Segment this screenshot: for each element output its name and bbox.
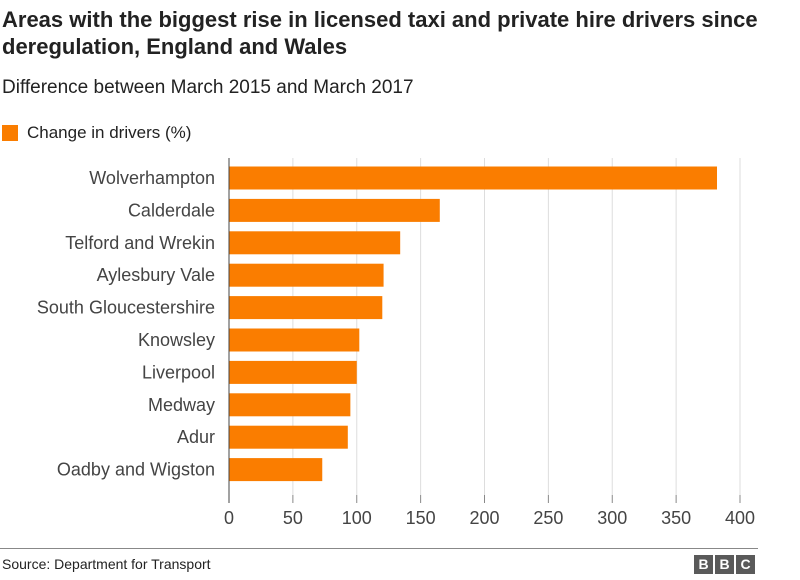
bar xyxy=(229,393,351,417)
bbc-logo: B B C xyxy=(694,555,755,574)
bar xyxy=(229,263,384,287)
x-tick-label: 150 xyxy=(406,508,436,528)
category-label: Oadby and Wigston xyxy=(57,460,215,480)
x-tick-label: 350 xyxy=(661,508,691,528)
logo-letter: B xyxy=(694,555,713,574)
bar xyxy=(229,296,383,320)
category-label: South Gloucestershire xyxy=(37,298,215,318)
bar xyxy=(229,231,401,255)
footer-divider xyxy=(0,548,758,549)
x-tick-label: 200 xyxy=(469,508,499,528)
bar xyxy=(229,360,357,384)
chart-title: Areas with the biggest rise in licensed … xyxy=(2,7,758,59)
x-tick-label: 250 xyxy=(533,508,563,528)
x-tick-label: 100 xyxy=(342,508,372,528)
category-label: Adur xyxy=(177,427,215,447)
bar-chart: Wolverhampton Calderdale Telford and Wreki… xyxy=(37,158,755,528)
legend-label: Change in drivers (%) xyxy=(27,123,192,142)
category-label: Telford and Wrekin xyxy=(65,233,215,253)
category-label: Calderdale xyxy=(128,200,215,220)
bar xyxy=(229,328,360,352)
category-label: Medway xyxy=(148,395,215,415)
legend-swatch xyxy=(2,125,18,141)
x-tick-label: 400 xyxy=(725,508,755,528)
x-tick-label: 50 xyxy=(283,508,303,528)
category-label: Knowsley xyxy=(138,330,215,350)
chart-subtitle: Difference between March 2015 and March … xyxy=(2,77,414,98)
bar xyxy=(229,458,323,482)
logo-letter: B xyxy=(715,555,734,574)
bar xyxy=(229,425,348,449)
category-label: Aylesbury Vale xyxy=(97,265,215,285)
logo-letter: C xyxy=(736,555,755,574)
bar xyxy=(229,166,718,190)
legend: Change in drivers (%) xyxy=(2,123,191,143)
source-note: Source: Department for Transport xyxy=(2,556,211,572)
x-tick-label: 0 xyxy=(224,508,234,528)
category-label: Wolverhampton xyxy=(89,168,215,188)
x-tick-label: 300 xyxy=(597,508,627,528)
category-label: Liverpool xyxy=(142,362,215,382)
bar xyxy=(229,198,440,222)
